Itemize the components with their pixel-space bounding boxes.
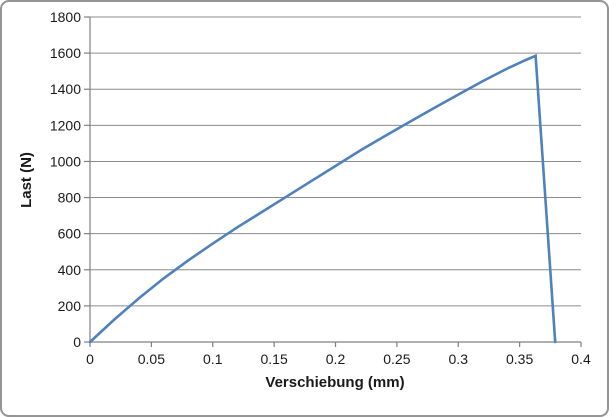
x-tick-label: 0.4	[571, 351, 591, 367]
x-tick-label: 0.1	[203, 351, 223, 367]
y-tick-label: 800	[58, 190, 82, 206]
x-tick-label: 0.3	[449, 351, 469, 367]
x-tick-label: 0.25	[383, 351, 410, 367]
y-tick-label: 1400	[50, 81, 81, 97]
y-tick-label: 0	[73, 334, 81, 350]
y-tick-label: 1000	[50, 153, 81, 169]
y-tick-label: 400	[58, 262, 82, 278]
y-axis-title: Last (N)	[18, 152, 35, 208]
x-tick-label: 0.2	[326, 351, 346, 367]
y-tick-label: 600	[58, 226, 82, 242]
y-tick-label: 1800	[50, 9, 81, 25]
x-tick-label: 0.35	[506, 351, 533, 367]
x-tick-label: 0.15	[261, 351, 288, 367]
x-axis-title: Verschiebung (mm)	[265, 374, 405, 391]
x-tick-label: 0.05	[138, 351, 165, 367]
y-tick-label: 200	[58, 298, 82, 314]
y-tick-label: 1600	[50, 45, 81, 61]
x-tick-label: 0	[86, 351, 94, 367]
data-series-line	[88, 53, 557, 344]
y-tick-label: 1200	[50, 117, 81, 133]
